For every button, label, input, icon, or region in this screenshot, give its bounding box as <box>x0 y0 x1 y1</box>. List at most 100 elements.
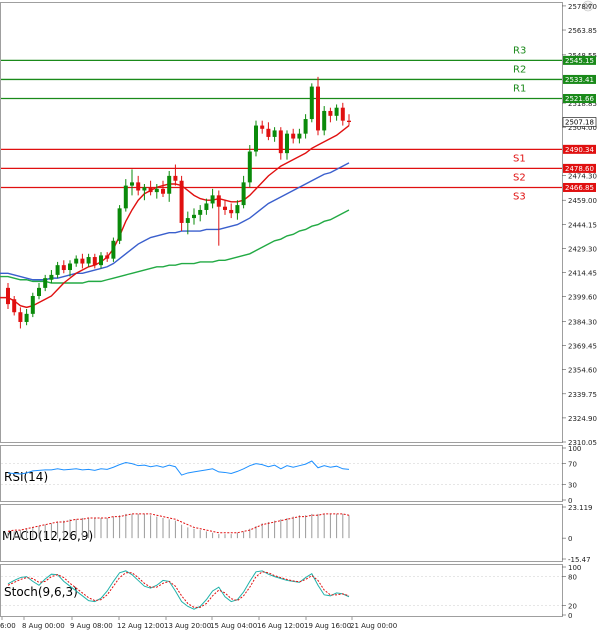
time-tick-label: 19 Aug 16:00 <box>304 622 351 630</box>
candle <box>136 175 141 196</box>
candle-body <box>167 175 172 194</box>
candle <box>285 130 289 160</box>
level-price-box <box>563 55 596 65</box>
candle <box>123 179 128 212</box>
level-name-r2: R2 <box>513 64 526 75</box>
level-name-s2: S2 <box>513 172 526 183</box>
candle-body <box>49 274 54 280</box>
candle-body <box>216 195 221 207</box>
candle-body <box>266 128 271 137</box>
candle-body <box>99 255 103 266</box>
candle-body <box>68 263 72 271</box>
candle-body <box>241 182 246 206</box>
candle-body <box>86 257 91 264</box>
price-tick-label: 2310.05 <box>568 439 597 447</box>
candle-body <box>316 86 320 131</box>
level-price-label: 2466.85 <box>565 184 594 192</box>
time-tick-label: 12 Aug 12:00 <box>117 622 164 630</box>
candle <box>154 183 159 199</box>
rsi-panel <box>0 445 563 502</box>
candle <box>229 203 234 219</box>
support-resistance-levels: R3 2545.15 R2 2533.41 R1 2521.66 S1 2490.34 S2 24… <box>1 45 596 202</box>
rsi-label: RSI(14) <box>4 470 48 484</box>
candle-body <box>80 258 85 264</box>
candle-body <box>6 287 10 305</box>
candle-body <box>210 195 215 204</box>
candle <box>223 200 227 215</box>
price-tick-label: 2369.45 <box>568 343 597 351</box>
candle <box>30 292 35 318</box>
candle <box>179 175 184 232</box>
candle <box>266 122 271 141</box>
candle-body <box>334 107 339 116</box>
rsi-indicator: RSI(14) 100 70 30 0 <box>1 445 581 505</box>
candle-body <box>229 209 234 214</box>
candle-body <box>154 188 159 193</box>
candle <box>185 211 190 235</box>
candle <box>278 127 283 160</box>
time-tick-label: 16 Aug 12:00 <box>257 622 304 630</box>
candle <box>92 253 97 269</box>
candle <box>74 255 79 267</box>
candle <box>99 252 103 269</box>
candle <box>117 205 122 245</box>
candle-body <box>117 208 122 241</box>
candle-body <box>260 125 265 129</box>
candle <box>260 120 265 134</box>
time-tick-label: 8 Aug 00:00 <box>22 622 65 630</box>
candle <box>204 198 209 215</box>
indicator-tick-label: 80 <box>568 574 577 582</box>
candle <box>272 127 277 142</box>
price-tick-label: 2474.30 <box>568 172 597 180</box>
candle <box>334 104 339 121</box>
candle-body <box>297 133 302 139</box>
candle-body <box>179 180 184 223</box>
rsi-line <box>7 460 350 476</box>
candle <box>247 145 252 188</box>
indicator-tick-label: 100 <box>568 445 581 453</box>
main-panel <box>0 2 563 443</box>
price-tick-label: 2354.60 <box>568 367 597 375</box>
level-name-r1: R1 <box>513 84 526 95</box>
candle-body <box>278 130 283 154</box>
ma-green-line <box>0 209 350 284</box>
candles <box>6 76 351 329</box>
level-price-box <box>563 182 596 192</box>
candle <box>161 180 165 197</box>
candle <box>148 180 153 196</box>
current-price-box <box>562 117 597 127</box>
candle-body <box>148 187 153 193</box>
current-price-label: 2507.18 <box>565 119 594 127</box>
level-name-r3: R3 <box>513 45 526 56</box>
close-icon[interactable] <box>582 0 594 12</box>
candle <box>303 114 308 139</box>
candle <box>192 208 196 225</box>
macd-label: MACD(12,26,9) <box>2 529 93 543</box>
candle <box>86 253 91 267</box>
candle <box>235 200 240 220</box>
candle-body <box>24 313 29 322</box>
stoch-d-line <box>7 571 350 608</box>
indicator-tick-label: -15.47 <box>568 556 591 564</box>
level-price-label: 2521.66 <box>565 95 594 103</box>
macd-indicator: MACD(12,26,9) 23.119 0 -15.47 <box>2 504 593 564</box>
price-tick-label: 2399.60 <box>568 294 597 302</box>
time-tick-label: 9 Aug 08:00 <box>70 622 113 630</box>
level-name-s1: S1 <box>513 153 526 164</box>
price-tick-label: 2339.75 <box>568 391 597 399</box>
price-tick-label: 2324.90 <box>568 415 597 423</box>
candle <box>316 76 320 136</box>
price-tick-label: 2384.30 <box>568 318 597 326</box>
candle <box>18 307 23 329</box>
candle <box>297 128 302 144</box>
price-tick-label: 2429.30 <box>568 245 597 253</box>
candle <box>340 102 345 126</box>
candle <box>61 260 66 274</box>
time-tick-label: 21 Aug 00:00 <box>350 622 397 630</box>
candle-body <box>235 205 240 214</box>
indicator-tick-label: 20 <box>568 602 577 610</box>
price-tick-label: 2459.00 <box>568 197 597 205</box>
indicator-tick-label: 23.119 <box>568 504 593 512</box>
